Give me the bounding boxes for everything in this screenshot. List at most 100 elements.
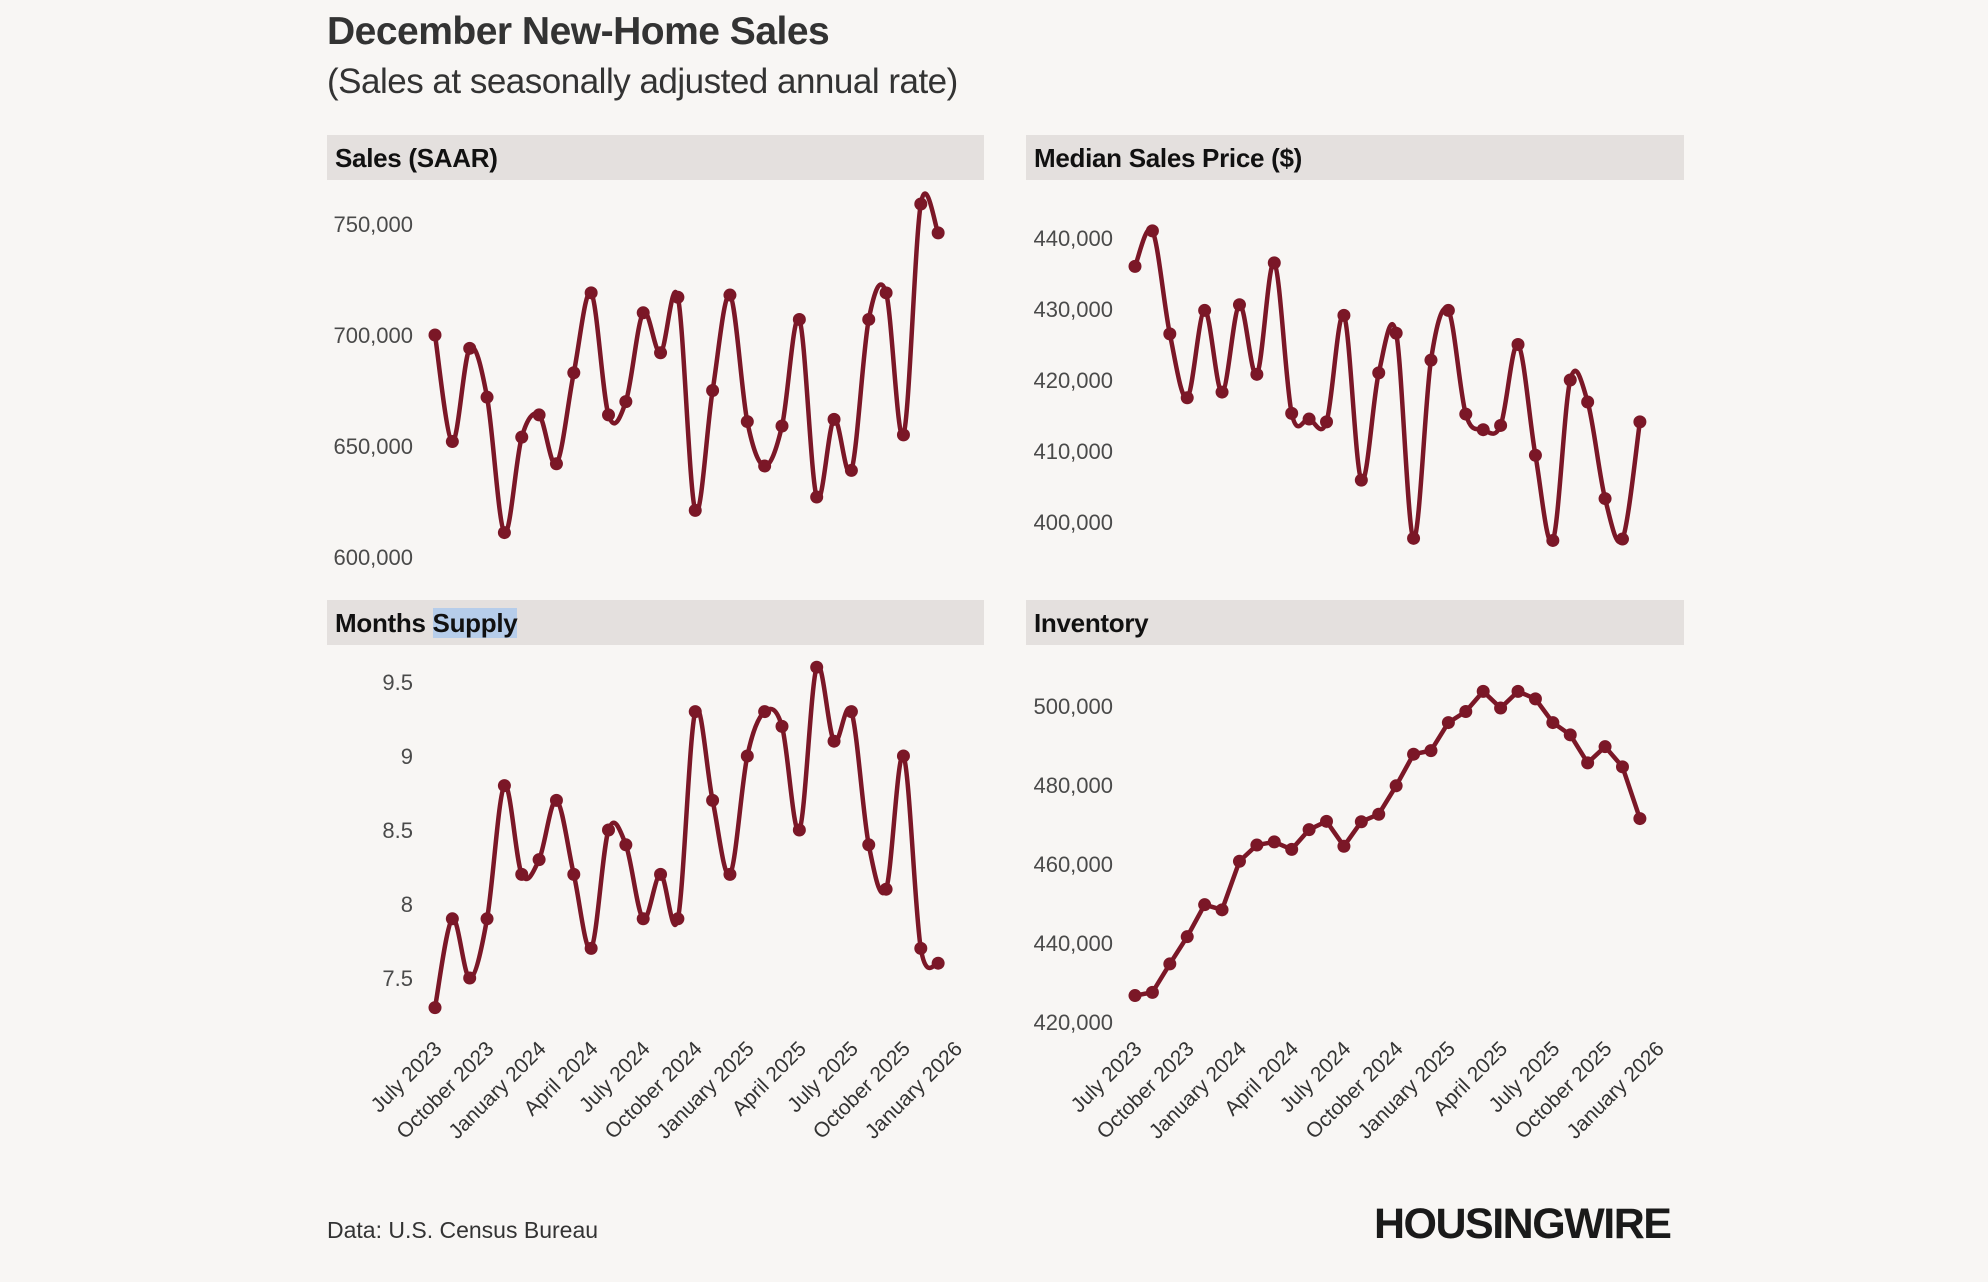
y-tick-label: 420,000 (1033, 368, 1113, 393)
data-point (549, 793, 563, 807)
data-point (1302, 412, 1316, 426)
data-point (619, 838, 633, 852)
data-point (532, 408, 546, 422)
data-point (1285, 842, 1299, 856)
data-point (584, 941, 598, 955)
data-point (1163, 327, 1177, 341)
data-point (1407, 747, 1421, 761)
data-point (1267, 256, 1281, 270)
selected-text: Supply (432, 608, 518, 638)
data-point (1232, 854, 1246, 868)
data-point (1320, 814, 1334, 828)
data-point (602, 823, 615, 837)
data-point (706, 793, 720, 807)
y-tick-label: 750,000 (333, 212, 413, 237)
data-point (1563, 728, 1577, 742)
panel-header-median-price: Median Sales Price ($) (1026, 135, 1684, 180)
data-point (1528, 448, 1542, 462)
data-point (1441, 716, 1455, 730)
y-tick-label: 420,000 (1033, 1010, 1113, 1035)
y-tick-label: 440,000 (1033, 931, 1113, 956)
data-point (1476, 423, 1490, 437)
data-point (515, 430, 529, 444)
data-point (619, 395, 633, 409)
data-point (862, 838, 876, 852)
data-point (497, 779, 511, 793)
panel-header-inventory: Inventory (1026, 600, 1684, 645)
data-point (810, 490, 824, 504)
data-point (740, 749, 754, 763)
y-tick-label: 500,000 (1033, 694, 1113, 719)
data-point (1354, 473, 1368, 487)
data-point (1494, 701, 1508, 715)
data-point (1372, 807, 1386, 821)
y-tick-label: 600,000 (333, 545, 413, 570)
data-point (1598, 492, 1612, 506)
data-point (1372, 366, 1386, 380)
panel-title-median-price: Median Sales Price ($) (1034, 143, 1302, 173)
data-point (1615, 532, 1629, 546)
data-point (1337, 839, 1351, 853)
data-point (1459, 407, 1473, 421)
housingwire-logo: HOUSINGWIRE (1374, 1200, 1672, 1248)
panel-header-months-supply: Months Supply (327, 600, 984, 645)
data-point (706, 384, 720, 397)
data-point (792, 312, 806, 326)
data-point (671, 290, 685, 304)
data-point (1354, 815, 1368, 829)
data-point (1163, 957, 1177, 971)
data-point (827, 412, 841, 426)
data-point (1494, 418, 1508, 432)
data-point (445, 435, 459, 449)
data-point (1389, 779, 1403, 793)
data-point (567, 366, 581, 380)
y-tick-label: 460,000 (1033, 852, 1113, 877)
data-point (1180, 391, 1194, 405)
data-point (1546, 716, 1560, 730)
data-point (1145, 985, 1159, 999)
data-point (931, 956, 945, 970)
data-point (463, 971, 477, 985)
data-point (1476, 684, 1490, 698)
data-point (567, 867, 581, 881)
data-point (810, 660, 824, 674)
data-point (688, 705, 702, 719)
data-point (636, 912, 650, 926)
series-line (432, 191, 941, 535)
panel-header-sales: Sales (SAAR) (327, 135, 984, 180)
data-point (1598, 740, 1612, 754)
data-point (1633, 812, 1647, 826)
data-point (740, 415, 754, 429)
chart-subtitle: (Sales at seasonally adjusted annual rat… (327, 62, 958, 101)
data-point (723, 867, 737, 881)
data-point (515, 867, 529, 881)
panel-title-sales: Sales (SAAR) (335, 143, 498, 173)
y-tick-label: 9.5 (382, 670, 413, 695)
data-point (775, 719, 789, 733)
data-point (844, 705, 858, 719)
data-point (1546, 533, 1560, 547)
data-point (1581, 756, 1595, 770)
data-point (445, 912, 459, 926)
data-point (1563, 373, 1577, 387)
data-point (1511, 684, 1525, 698)
panel-title-inventory: Inventory (1034, 608, 1149, 638)
data-point (1581, 395, 1595, 409)
data-point (1267, 835, 1281, 849)
data-point (1407, 531, 1421, 545)
data-point (1424, 353, 1438, 367)
y-tick-label: 7.5 (382, 966, 413, 991)
data-point (1215, 903, 1229, 917)
panel-title-months-supply: Months Supply (335, 608, 518, 639)
data-point (1511, 338, 1525, 351)
data-point (914, 941, 928, 955)
y-tick-label: 400,000 (1033, 510, 1113, 535)
chart-median-price: 400,000 410,000 420,000 430,000 440,000 (1033, 224, 1647, 547)
chart-inventory: 420,000440,000460,000480,000500,000July … (1033, 684, 1669, 1144)
data-point (1198, 303, 1212, 317)
y-tick-label: 440,000 (1033, 226, 1113, 251)
data-point (1250, 367, 1264, 381)
data-point (636, 306, 650, 320)
data-point (1128, 259, 1142, 273)
